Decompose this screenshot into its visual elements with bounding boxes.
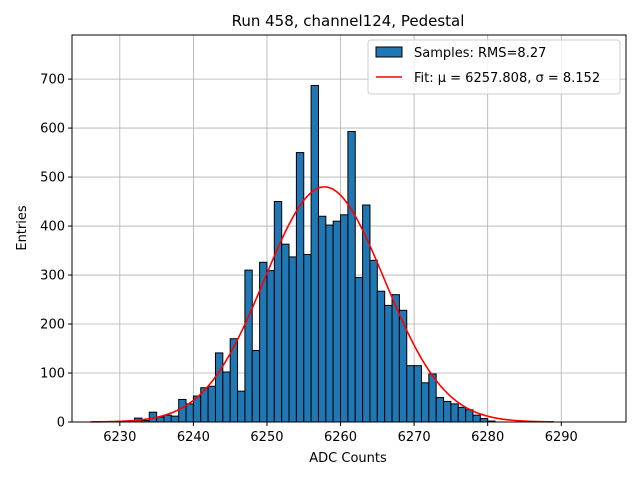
histogram-bar bbox=[214, 352, 224, 423]
x-tick-label: 6290 bbox=[545, 430, 578, 445]
histogram-bar bbox=[163, 414, 172, 423]
y-tick-label: 400 bbox=[40, 220, 65, 235]
histogram-bar bbox=[428, 373, 437, 423]
x-tick-label: 6280 bbox=[471, 430, 504, 445]
legend-swatch-histogram bbox=[375, 46, 403, 58]
histogram-bar bbox=[347, 131, 356, 423]
histogram-bar bbox=[450, 403, 459, 423]
x-axis-ticks: 6230 6240 6250 6260 6270 6280 6290 bbox=[103, 422, 578, 445]
legend: Samples: RMS=8.27 Fit: μ = 6257.808, σ =… bbox=[367, 39, 621, 95]
histogram-bar bbox=[369, 259, 378, 423]
histogram-bar bbox=[413, 365, 422, 423]
y-tick-label: 600 bbox=[40, 122, 65, 137]
x-tick-label: 6260 bbox=[324, 430, 357, 445]
histogram-bar bbox=[479, 418, 489, 423]
histogram-bar bbox=[317, 215, 327, 423]
histogram-bar bbox=[406, 365, 415, 423]
histogram-bar bbox=[281, 243, 290, 423]
x-tick-label: 6270 bbox=[398, 430, 431, 445]
legend-box bbox=[367, 39, 621, 95]
histogram-bar bbox=[325, 224, 334, 423]
x-tick-label: 6240 bbox=[177, 430, 210, 445]
histogram-bar bbox=[310, 84, 319, 423]
histogram-bar bbox=[295, 152, 305, 423]
fit-curve-group bbox=[90, 186, 554, 423]
histogram-bar bbox=[376, 290, 386, 423]
histogram-bar bbox=[185, 403, 194, 423]
histogram-bar bbox=[273, 201, 283, 423]
y-tick-label: 500 bbox=[40, 171, 65, 186]
histogram-bar bbox=[420, 382, 430, 423]
fit-curve bbox=[90, 186, 554, 423]
histogram-bar bbox=[222, 371, 231, 423]
histogram-bar bbox=[472, 414, 481, 423]
histogram-bar bbox=[332, 220, 342, 423]
histogram-bar bbox=[251, 349, 261, 423]
histogram-bar bbox=[384, 304, 393, 423]
histogram-bar bbox=[178, 398, 187, 423]
y-tick-label: 100 bbox=[40, 367, 65, 382]
y-tick-label: 300 bbox=[40, 269, 65, 284]
x-tick-label: 6250 bbox=[250, 430, 283, 445]
histogram-bar bbox=[237, 390, 246, 423]
histogram-bar bbox=[266, 270, 275, 423]
chart-title: Run 458, channel124, Pedestal bbox=[232, 12, 465, 30]
x-tick-label: 6230 bbox=[103, 430, 136, 445]
y-tick-label: 700 bbox=[40, 73, 65, 88]
histogram-bar bbox=[443, 400, 452, 423]
histogram-bar bbox=[435, 397, 445, 423]
y-tick-label: 200 bbox=[40, 318, 65, 333]
plot-frame bbox=[71, 34, 627, 423]
histogram-bar bbox=[207, 385, 216, 423]
histogram-bar bbox=[244, 269, 253, 423]
y-axis-label: Entries bbox=[15, 205, 30, 251]
legend-label-histogram: Samples: RMS=8.27 bbox=[414, 46, 546, 61]
histogram-bar bbox=[354, 276, 364, 423]
histogram-bar bbox=[170, 415, 180, 423]
histogram-bar bbox=[288, 256, 297, 423]
histogram-bar bbox=[465, 409, 474, 423]
histogram-bar bbox=[457, 406, 467, 423]
x-axis-label: ADC Counts bbox=[309, 451, 387, 466]
histogram-bar bbox=[303, 253, 312, 423]
y-axis-ticks: 0 100 200 300 400 500 600 700 bbox=[40, 73, 72, 431]
y-tick-label: 0 bbox=[57, 416, 65, 431]
histogram-bar bbox=[340, 214, 349, 423]
legend-label-fit: Fit: μ = 6257.808, σ = 8.152 bbox=[414, 71, 600, 86]
